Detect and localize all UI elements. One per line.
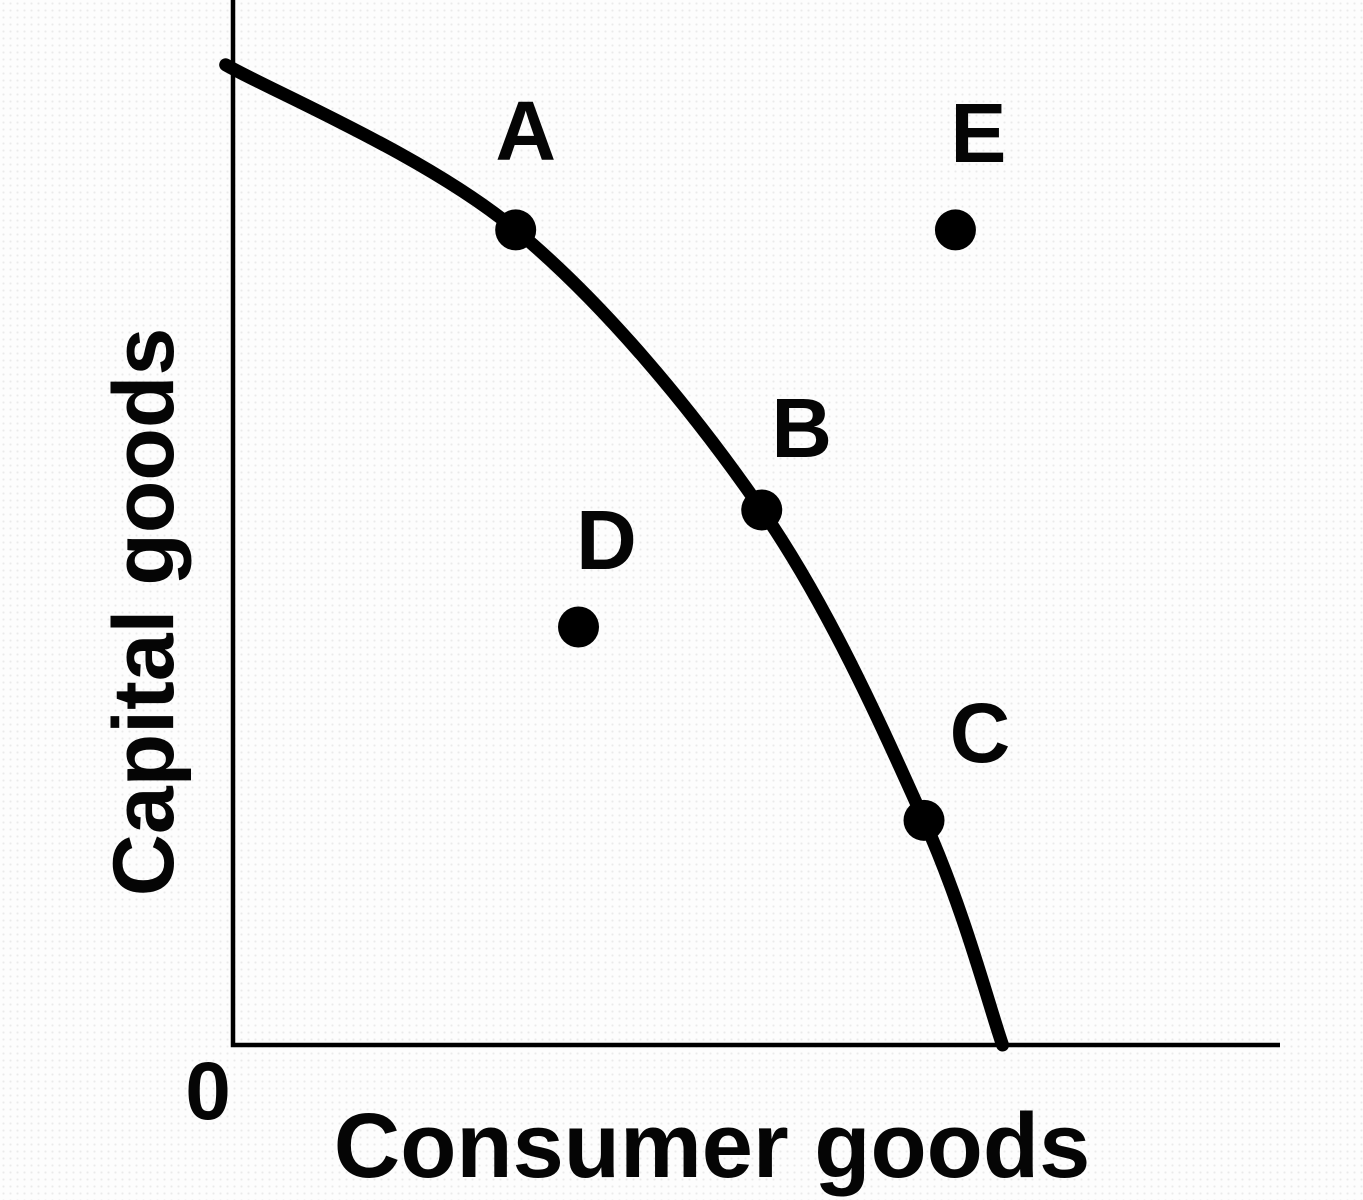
point-label-E: E: [950, 85, 1007, 180]
point-dot-D: [558, 606, 600, 648]
point-dot-A: [495, 209, 537, 251]
y-axis-title: Capital goods: [96, 327, 192, 897]
point-dot-B: [741, 489, 783, 531]
point-dot-E: [934, 209, 976, 251]
point-label-B: B: [771, 380, 833, 475]
point-label-C: C: [949, 686, 1011, 781]
point-dot-C: [903, 799, 945, 841]
axes-lines: [230, 0, 1280, 1048]
point-label-D: D: [576, 493, 637, 587]
x-axis-title: Consumer goods: [333, 1095, 1091, 1197]
origin-label: 0: [185, 1046, 231, 1137]
point-label-A: A: [495, 83, 557, 178]
